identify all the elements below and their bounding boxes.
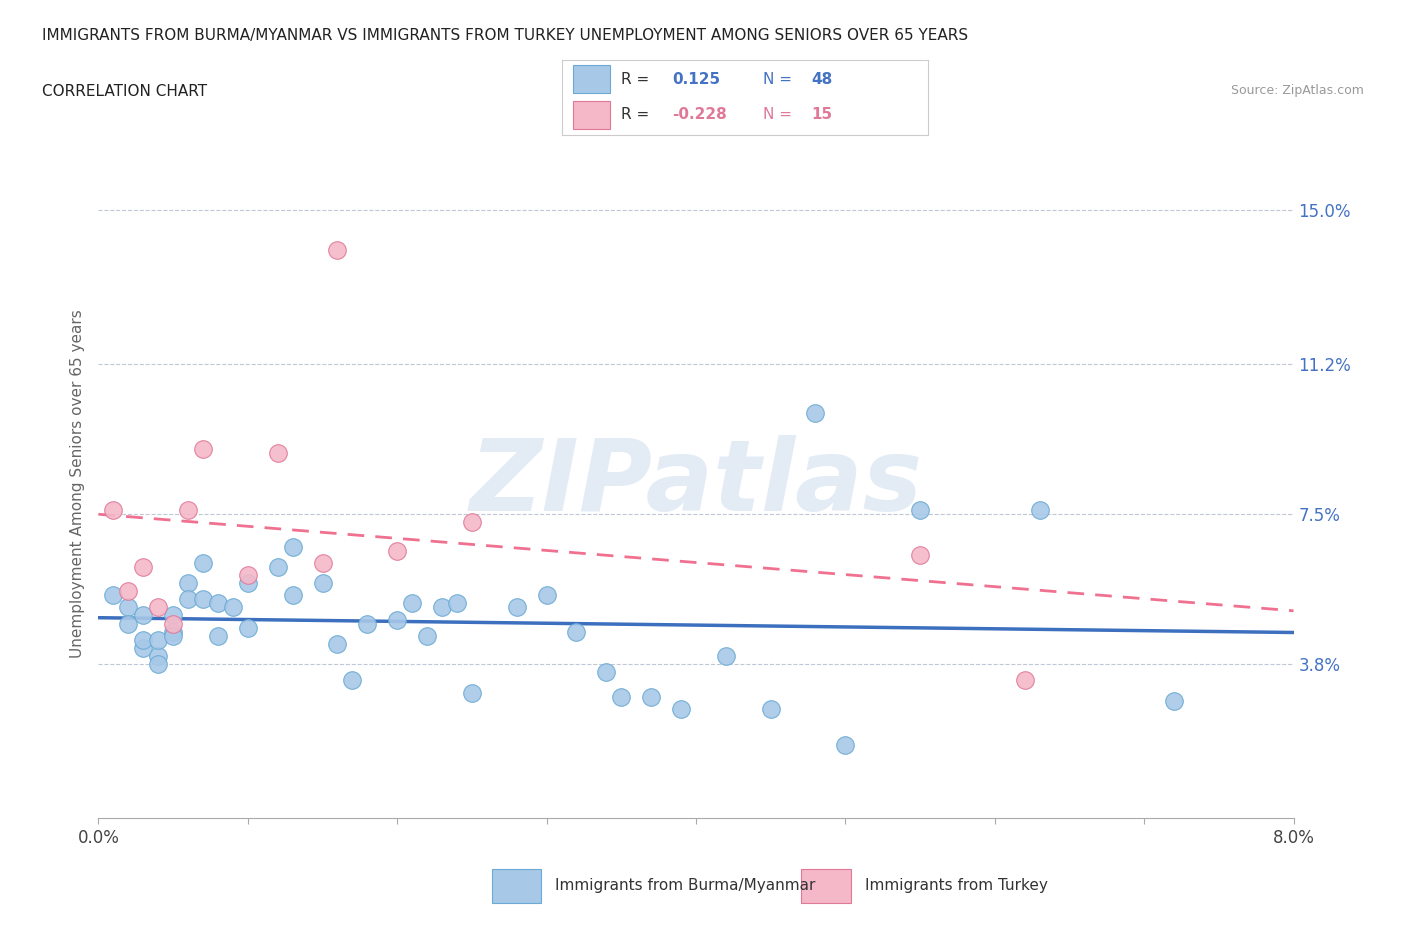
Point bbox=[326, 636, 349, 651]
Point bbox=[804, 405, 827, 420]
Text: ZIPatlas: ZIPatlas bbox=[470, 435, 922, 532]
Point bbox=[430, 600, 453, 615]
Point bbox=[177, 502, 200, 517]
FancyBboxPatch shape bbox=[574, 100, 610, 129]
Point bbox=[162, 624, 184, 639]
Text: Immigrants from Turkey: Immigrants from Turkey bbox=[865, 878, 1047, 894]
Point bbox=[1163, 693, 1185, 708]
Point bbox=[1014, 673, 1036, 688]
FancyBboxPatch shape bbox=[801, 869, 851, 902]
Point bbox=[148, 600, 170, 615]
Text: R =: R = bbox=[621, 72, 650, 86]
Point bbox=[714, 648, 737, 663]
Point bbox=[834, 737, 856, 752]
Point bbox=[908, 502, 931, 517]
FancyBboxPatch shape bbox=[574, 65, 610, 93]
Point bbox=[177, 576, 200, 591]
Point bbox=[461, 514, 484, 529]
FancyBboxPatch shape bbox=[492, 869, 541, 902]
Point bbox=[103, 588, 125, 603]
Point bbox=[461, 685, 484, 700]
Point bbox=[148, 657, 170, 671]
Point bbox=[236, 620, 259, 635]
Text: Source: ZipAtlas.com: Source: ZipAtlas.com bbox=[1230, 84, 1364, 97]
Point bbox=[506, 600, 529, 615]
Point bbox=[401, 596, 423, 611]
Point bbox=[281, 539, 304, 554]
Point bbox=[236, 567, 259, 582]
Point bbox=[103, 502, 125, 517]
Point bbox=[207, 596, 229, 611]
Point bbox=[162, 617, 184, 631]
Point bbox=[446, 596, 468, 611]
Text: Immigrants from Burma/Myanmar: Immigrants from Burma/Myanmar bbox=[555, 878, 815, 894]
Text: 0.125: 0.125 bbox=[672, 72, 720, 86]
Point bbox=[1028, 502, 1050, 517]
Text: N =: N = bbox=[763, 72, 793, 86]
Point bbox=[267, 559, 290, 574]
Point bbox=[148, 632, 170, 647]
Point bbox=[385, 612, 409, 627]
Point bbox=[162, 608, 184, 623]
Point bbox=[311, 576, 333, 591]
Point bbox=[311, 555, 333, 570]
Point bbox=[222, 600, 245, 615]
Point bbox=[908, 547, 931, 562]
Text: CORRELATION CHART: CORRELATION CHART bbox=[42, 84, 207, 99]
Text: 15: 15 bbox=[811, 107, 832, 122]
Point bbox=[236, 576, 259, 591]
Point bbox=[356, 617, 378, 631]
Point bbox=[207, 629, 229, 644]
Point bbox=[117, 600, 139, 615]
Point bbox=[132, 641, 155, 656]
Point bbox=[326, 243, 349, 258]
Point bbox=[117, 584, 139, 599]
Point bbox=[148, 648, 170, 663]
Point bbox=[117, 617, 139, 631]
Text: 48: 48 bbox=[811, 72, 832, 86]
Y-axis label: Unemployment Among Seniors over 65 years: Unemployment Among Seniors over 65 years bbox=[69, 309, 84, 658]
Point bbox=[191, 555, 214, 570]
Point bbox=[342, 673, 364, 688]
Point bbox=[132, 608, 155, 623]
Point bbox=[595, 665, 617, 680]
Point bbox=[177, 591, 200, 606]
Point bbox=[385, 543, 409, 558]
Point bbox=[132, 632, 155, 647]
Point bbox=[267, 445, 290, 460]
Point bbox=[191, 442, 214, 457]
Point bbox=[416, 629, 439, 644]
Text: IMMIGRANTS FROM BURMA/MYANMAR VS IMMIGRANTS FROM TURKEY UNEMPLOYMENT AMONG SENIO: IMMIGRANTS FROM BURMA/MYANMAR VS IMMIGRA… bbox=[42, 28, 969, 43]
Point bbox=[759, 701, 782, 716]
Text: N =: N = bbox=[763, 107, 793, 122]
Point bbox=[281, 588, 304, 603]
Point bbox=[536, 588, 558, 603]
Text: R =: R = bbox=[621, 107, 650, 122]
Point bbox=[191, 591, 214, 606]
Point bbox=[610, 689, 633, 704]
Point bbox=[565, 624, 588, 639]
Point bbox=[669, 701, 692, 716]
Point bbox=[162, 629, 184, 644]
Text: -0.228: -0.228 bbox=[672, 107, 727, 122]
Point bbox=[132, 559, 155, 574]
Point bbox=[640, 689, 662, 704]
